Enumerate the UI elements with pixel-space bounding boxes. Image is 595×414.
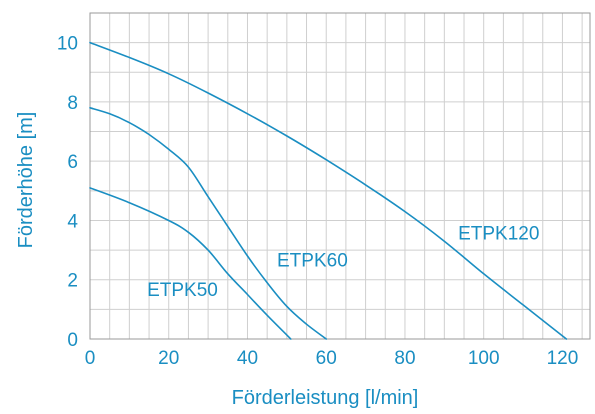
series-label-etpk50: ETPK50 <box>147 280 218 301</box>
y-axis-title: Förderhöhe [m] <box>15 112 37 249</box>
y-tick-label: 4 <box>67 211 78 232</box>
series-line-etpk120 <box>89 41 568 340</box>
x-axis-title: Förderleistung [l/min] <box>232 387 419 409</box>
series-label-etpk120: ETPK120 <box>458 224 539 245</box>
curves <box>89 41 568 340</box>
x-tick-label: 40 <box>237 348 258 369</box>
series-line-etpk60 <box>89 107 327 340</box>
grid <box>90 13 590 339</box>
series-label-etpk60: ETPK60 <box>277 250 348 271</box>
series-line-etpk50 <box>89 187 292 340</box>
series-labels: ETPK50 ETPK60 ETPK120 <box>147 224 539 301</box>
y-tick-label: 0 <box>67 330 78 351</box>
x-tick-label: 0 <box>85 348 96 369</box>
y-tick-label: 10 <box>57 34 78 55</box>
x-axis-ticks: 0 20 40 60 80 100 120 <box>85 348 579 369</box>
y-tick-label: 6 <box>67 152 78 173</box>
plot-frame <box>89 12 591 340</box>
y-tick-label: 8 <box>67 93 78 114</box>
x-tick-label: 80 <box>394 348 415 369</box>
x-tick-label: 60 <box>316 348 337 369</box>
y-tick-label: 2 <box>67 271 78 292</box>
x-tick-label: 100 <box>468 348 500 369</box>
y-axis-ticks: 0 2 4 6 8 10 <box>57 34 79 351</box>
x-tick-label: 120 <box>547 348 579 369</box>
x-tick-label: 20 <box>158 348 179 369</box>
